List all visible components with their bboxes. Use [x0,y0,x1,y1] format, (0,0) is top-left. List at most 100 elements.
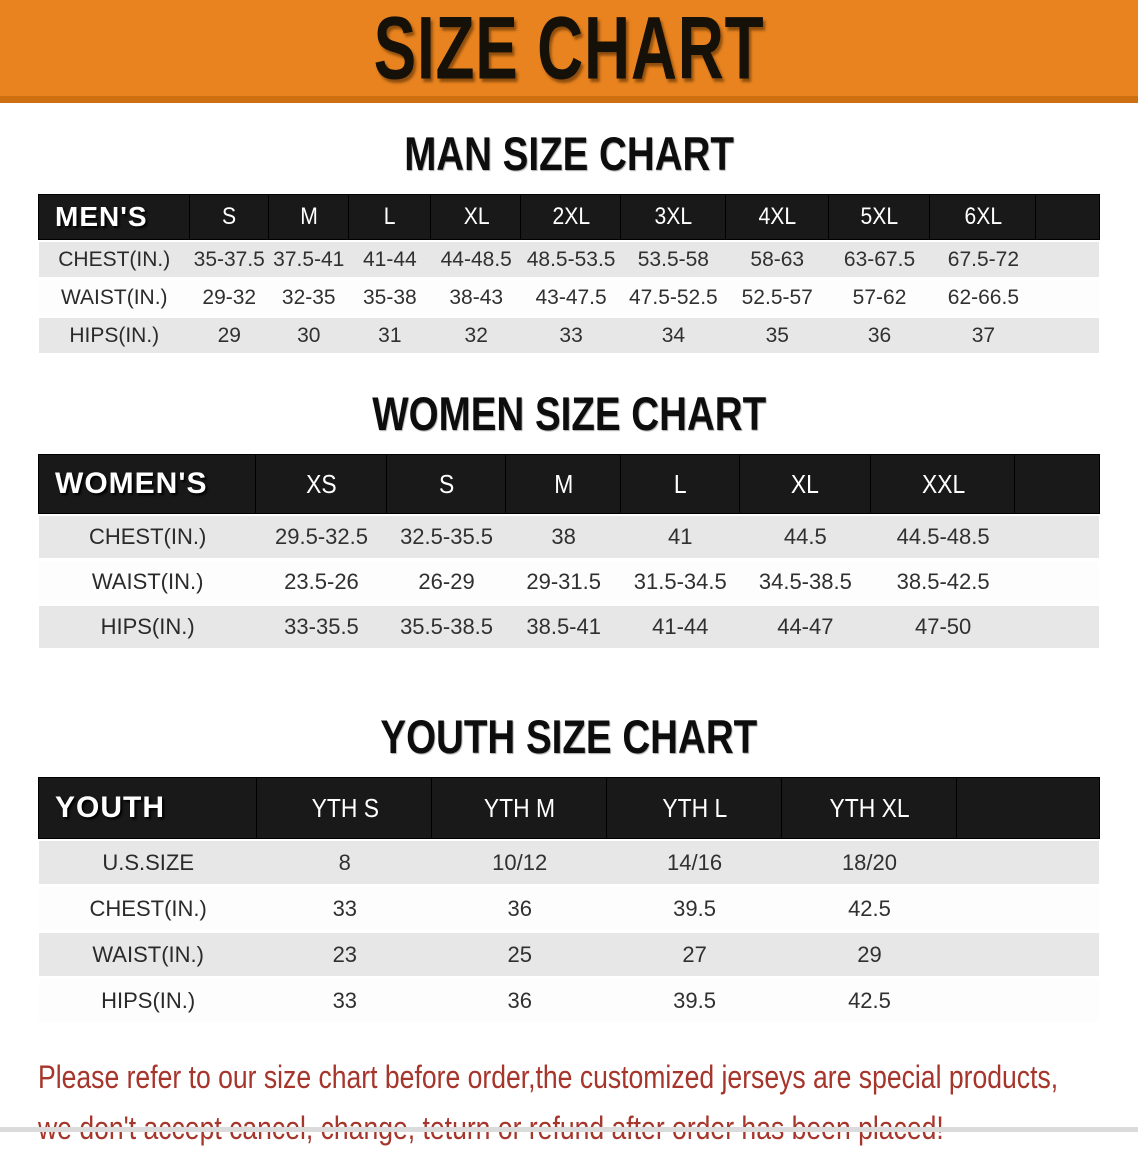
size-value-cell: 44-48.5 [431,242,522,277]
size-value-cell: 44-47 [739,606,872,648]
size-column-header: 3XL [620,195,726,239]
size-value-cell: 36 [432,979,608,1022]
size-column-header: 2XL [521,195,621,239]
measurement-row-label: CHEST(IN.) [39,242,190,277]
size-column-header: YTH XL [782,778,957,838]
size-value-cell: 42.5 [782,979,957,1022]
size-value-cell: 43-47.5 [521,280,621,315]
row-filler-cell [956,841,1099,884]
size-value-cell: 32 [431,318,522,353]
size-value-cell: 47-50 [871,606,1016,648]
size-value-cell: 41 [620,516,740,558]
size-column-header: 5XL [828,195,931,239]
size-value-cell: 53.5-58 [620,242,726,277]
size-value-cell: 39.5 [607,979,783,1022]
size-value-cell: 44.5 [739,516,872,558]
youth-size-chart-heading: YOUTH SIZE CHART [0,711,1138,775]
row-filler-cell [1015,561,1099,603]
row-filler-cell [956,979,1099,1022]
size-column-header: M [506,455,621,513]
row-filler-cell [1015,516,1099,558]
size-column-header: YTH S [257,778,433,838]
man-size-chart-heading: MAN SIZE CHART [0,128,1138,192]
size-value-cell: 26-29 [386,561,507,603]
measurement-row: WAIST(IN.) 29-32 32-35 35-38 38-43 43-47.5 47.… [39,280,1099,315]
table-header-label: WOMEN'S [39,455,257,513]
row-filler-cell [956,933,1099,976]
size-column-header: 4XL [725,195,829,239]
size-column-header: S [189,195,270,239]
size-value-cell: 29-32 [189,280,270,315]
measurement-row: CHEST(IN.) 33 36 39.5 42.5 [39,887,1099,930]
size-value-cell: 35-38 [348,280,432,315]
size-value-cell: 29 [782,933,957,976]
size-value-cell: 14/16 [607,841,783,884]
youth-heading-text: YOUTH SIZE CHART [380,710,758,763]
size-value-cell: 32-35 [269,280,349,315]
order-disclaimer: Please refer to our size chart before or… [0,1055,1138,1157]
measurement-row: U.S.SIZE 8 10/12 14/16 18/20 [39,841,1099,884]
size-value-cell: 18/20 [782,841,957,884]
size-value-cell: 31.5-34.5 [620,561,740,603]
size-value-cell: 35-37.5 [189,242,270,277]
size-value-cell: 36 [432,887,608,930]
size-column-header: YTH M [432,778,608,838]
size-value-cell: 29-31.5 [506,561,621,603]
size-value-cell: 63-67.5 [828,242,931,277]
size-value-cell: 44.5-48.5 [871,516,1016,558]
man-heading-text: MAN SIZE CHART [404,127,734,180]
size-value-cell: 34.5-38.5 [739,561,872,603]
size-value-cell: 23 [257,933,433,976]
measurement-row: WAIST(IN.) 23.5-26 26-29 29-31.5 31.5-34.5 34… [39,561,1099,603]
size-column-header: 6XL [930,195,1037,239]
size-value-cell: 35 [725,318,829,353]
size-value-cell: 47.5-52.5 [620,280,726,315]
table-header-label: YOUTH [39,778,258,838]
size-value-cell: 31 [348,318,432,353]
size-column-header: XXL [871,455,1016,513]
size-value-cell: 37 [930,318,1037,353]
row-filler-cell [1036,318,1099,353]
size-header-row: MEN'S S M L XL 2XL 3XL 4XL 5XL 6XL [39,195,1099,239]
size-value-cell: 39.5 [607,887,783,930]
women-size-table: WOMEN'S XS S M L XL XXL CHEST(IN.) 29.5-32.5 32.5… [39,452,1099,651]
measurement-row-label: U.S.SIZE [39,841,258,884]
measurement-row: HIPS(IN.) 33-35.5 35.5-38.5 38.5-41 41-44 44-… [39,606,1099,648]
size-value-cell: 34 [620,318,726,353]
size-value-cell: 57-62 [828,280,931,315]
size-value-cell: 23.5-26 [256,561,387,603]
measurement-row-label: HIPS(IN.) [39,979,258,1022]
row-filler-cell [1036,242,1099,277]
header-filler-cell [956,778,1099,838]
size-value-cell: 10/12 [432,841,608,884]
measurement-row: WAIST(IN.) 23 25 27 29 [39,933,1099,976]
size-chart-banner: SIZE CHART [0,0,1138,103]
size-header-row: WOMEN'S XS S M L XL XXL [39,455,1099,513]
measurement-row: CHEST(IN.) 29.5-32.5 32.5-35.5 38 41 44.5 44.5… [39,516,1099,558]
youth-size-table: YOUTH YTH S YTH M YTH L YTH XL U.S.SIZE 8 10/12… [39,775,1099,1025]
size-value-cell: 33-35.5 [256,606,387,648]
measurement-row: CHEST(IN.) 35-37.5 37.5-41 41-44 44-48.5 48.5… [39,242,1099,277]
header-filler-cell [1015,455,1099,513]
size-value-cell: 32.5-35.5 [386,516,507,558]
row-filler-cell [1015,606,1099,648]
size-value-cell: 38-43 [431,280,522,315]
size-column-header: L [348,195,432,239]
size-value-cell: 36 [828,318,931,353]
size-value-cell: 38.5-41 [506,606,621,648]
size-value-cell: 35.5-38.5 [386,606,507,648]
size-value-cell: 33 [257,979,433,1022]
measurement-row-label: WAIST(IN.) [39,933,258,976]
size-column-header: S [386,455,507,513]
measurement-row: HIPS(IN.) 29 30 31 32 33 34 35 36 37 [39,318,1099,353]
size-value-cell: 41-44 [620,606,740,648]
size-value-cell: 52.5-57 [725,280,829,315]
table-header-label: MEN'S [39,195,190,239]
size-value-cell: 33 [521,318,621,353]
size-value-cell: 48.5-53.5 [521,242,621,277]
row-filler-cell [1036,280,1099,315]
women-size-chart-heading: WOMEN SIZE CHART [0,388,1138,452]
size-value-cell: 30 [269,318,349,353]
measurement-row-label: CHEST(IN.) [39,516,257,558]
size-value-cell: 38 [506,516,621,558]
